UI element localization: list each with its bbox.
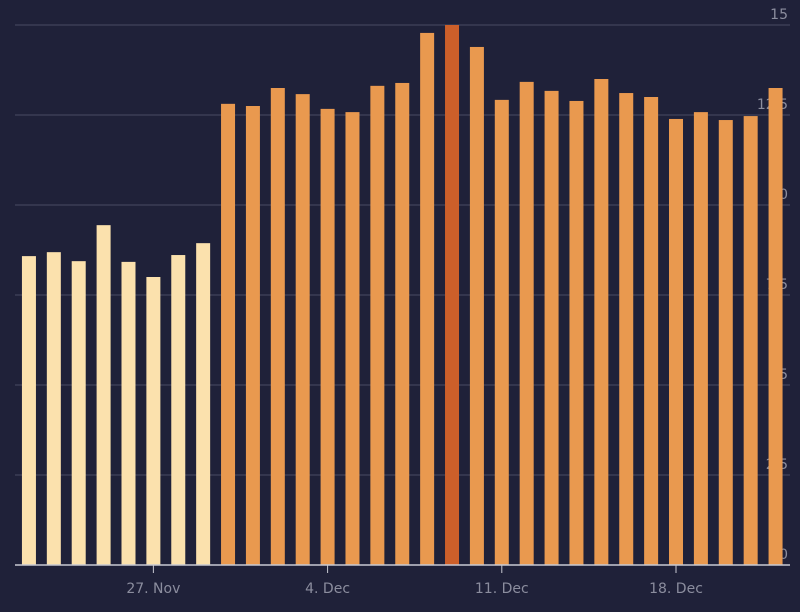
bar [693,112,708,566]
bar [370,85,385,565]
bar [445,25,460,565]
bar [196,243,211,565]
bar [718,120,733,565]
bar [768,88,783,565]
bar [669,118,684,566]
y-tick-label: 0 [779,547,788,563]
bar [295,94,310,566]
y-tick-label: 5 [779,367,788,383]
bar [594,79,609,565]
bar [345,112,360,566]
y-tick-label: 15 [770,7,788,23]
bar [121,261,136,565]
bar [245,106,260,565]
bar [96,225,111,565]
bar [644,97,659,565]
bar [221,103,236,565]
bar [395,82,410,566]
x-tick-label: 18. Dec [649,581,703,597]
bar [146,277,161,565]
bar [469,46,484,565]
bar [569,100,584,566]
bar [420,32,435,566]
bar [544,90,559,565]
bar [619,93,634,565]
x-tick-label: 4. Dec [305,581,350,597]
x-tick-label: 11. Dec [475,581,529,597]
bar [21,256,36,565]
bar [71,261,86,565]
bar [494,99,509,565]
bar [46,252,61,565]
bar [270,88,285,565]
bar [171,255,186,566]
bar [320,108,335,565]
bar [519,81,534,565]
x-tick-label: 27. Nov [126,581,180,597]
bar [743,116,758,565]
